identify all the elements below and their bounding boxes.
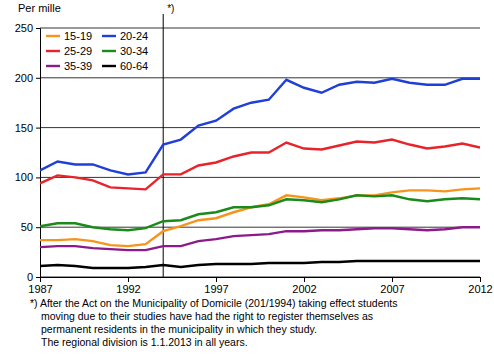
grid [40,28,480,277]
series-line [40,79,480,175]
tick-mark [216,277,217,282]
annotations: *) [163,3,174,277]
tick-label: 2012 [468,283,492,295]
tick-mark [304,277,305,282]
tick: 100 [15,171,40,183]
tick-label: 250 [15,22,33,34]
axis-line [36,29,41,278]
tick: 0 [27,271,40,283]
footnote-line: moving due to their studies have had the… [41,310,373,322]
tick-mark [392,277,393,282]
tick-mark [36,28,40,29]
grid-line [40,177,480,178]
plot-area [40,79,480,268]
tick-label: 100 [15,171,33,183]
tick-label: 2002 [292,283,316,295]
tick-label: 2007 [380,283,404,295]
tick: 250 [15,22,40,34]
tick: 2012 [468,277,492,295]
annotation-label: *) [167,3,174,14]
tick-mark [40,277,41,282]
legend-label: 35-39 [64,60,92,72]
legend-swatch [46,50,60,52]
tick-mark [36,227,40,228]
series-line [40,188,480,246]
series-line [40,195,480,230]
tick-mark [128,277,129,282]
footnote-line: *) After the Act on the Municipality of … [30,297,398,309]
grid-line [40,77,480,78]
grid-line [40,28,480,29]
tick: 2002 [292,277,316,295]
legend-label: 15-19 [64,30,92,42]
footnote: *) After the Act on the Municipality of … [30,297,398,348]
y-axis-label: Per mille [18,2,61,14]
tick-label: 1992 [116,283,140,295]
tick-mark [36,177,40,178]
legend-swatch [46,65,60,67]
tick-mark [36,128,40,129]
legend-swatch [46,35,60,37]
footnote-line: The regional division is 1.1.2013 in all… [41,336,248,348]
legend: 15-19 20-24 25-29 30-34 35-39 60-64 [46,30,148,72]
tick-label: 0 [27,271,33,283]
grid-line [40,127,480,128]
legend-label: 20-24 [120,30,148,42]
tick-label: 150 [15,122,33,134]
legend-swatch [102,65,116,67]
tick: 1992 [116,277,140,295]
tick-label: 1987 [28,283,52,295]
tick: 1987 [28,277,52,295]
tick: 150 [15,122,40,134]
tick-mark [36,277,40,278]
tick-label: 1997 [204,283,228,295]
legend-swatch [102,35,116,37]
footnote-line: permanent residents in the municipality … [41,323,317,335]
tick-label: 200 [15,72,33,84]
x-axis: 1987 1992 1997 2002 2007 2012 [28,277,492,295]
legend-label: 60-64 [120,60,148,72]
series-line [40,140,480,190]
legend-label: 25-29 [64,45,92,57]
tick-mark [36,78,40,79]
legend-label: 30-34 [120,45,148,57]
chart: 0 50 100 150 200 250 1987 1992 1997 2002 2007 2012 *… [0,0,494,363]
axis-line [41,278,481,283]
tick-mark [480,277,481,282]
series-line [40,227,480,250]
tick: 200 [15,72,40,84]
series-line [40,261,480,268]
y-axis: 0 50 100 150 200 250 [15,22,41,283]
tick: 50 [21,221,40,233]
tick: 1997 [204,277,228,295]
tick: 2007 [380,277,404,295]
legend-swatch [102,50,116,52]
tick-label: 50 [21,221,33,233]
